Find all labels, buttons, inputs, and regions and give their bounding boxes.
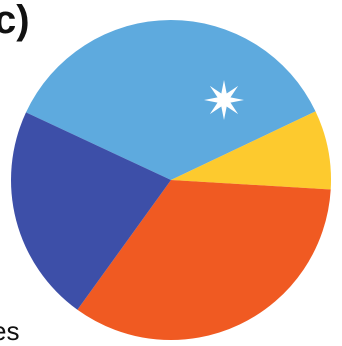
pie-slice-1 xyxy=(25,20,316,180)
pie-slice-4 xyxy=(10,112,171,310)
panel-label: c) xyxy=(0,0,30,42)
star-burst-icon xyxy=(204,80,244,120)
pie-slices xyxy=(10,20,332,340)
pie-slice-3 xyxy=(77,180,331,340)
pie-slice-2 xyxy=(171,111,332,190)
footer-text: es xyxy=(0,316,20,346)
star-burst-icon-shape xyxy=(204,80,244,120)
